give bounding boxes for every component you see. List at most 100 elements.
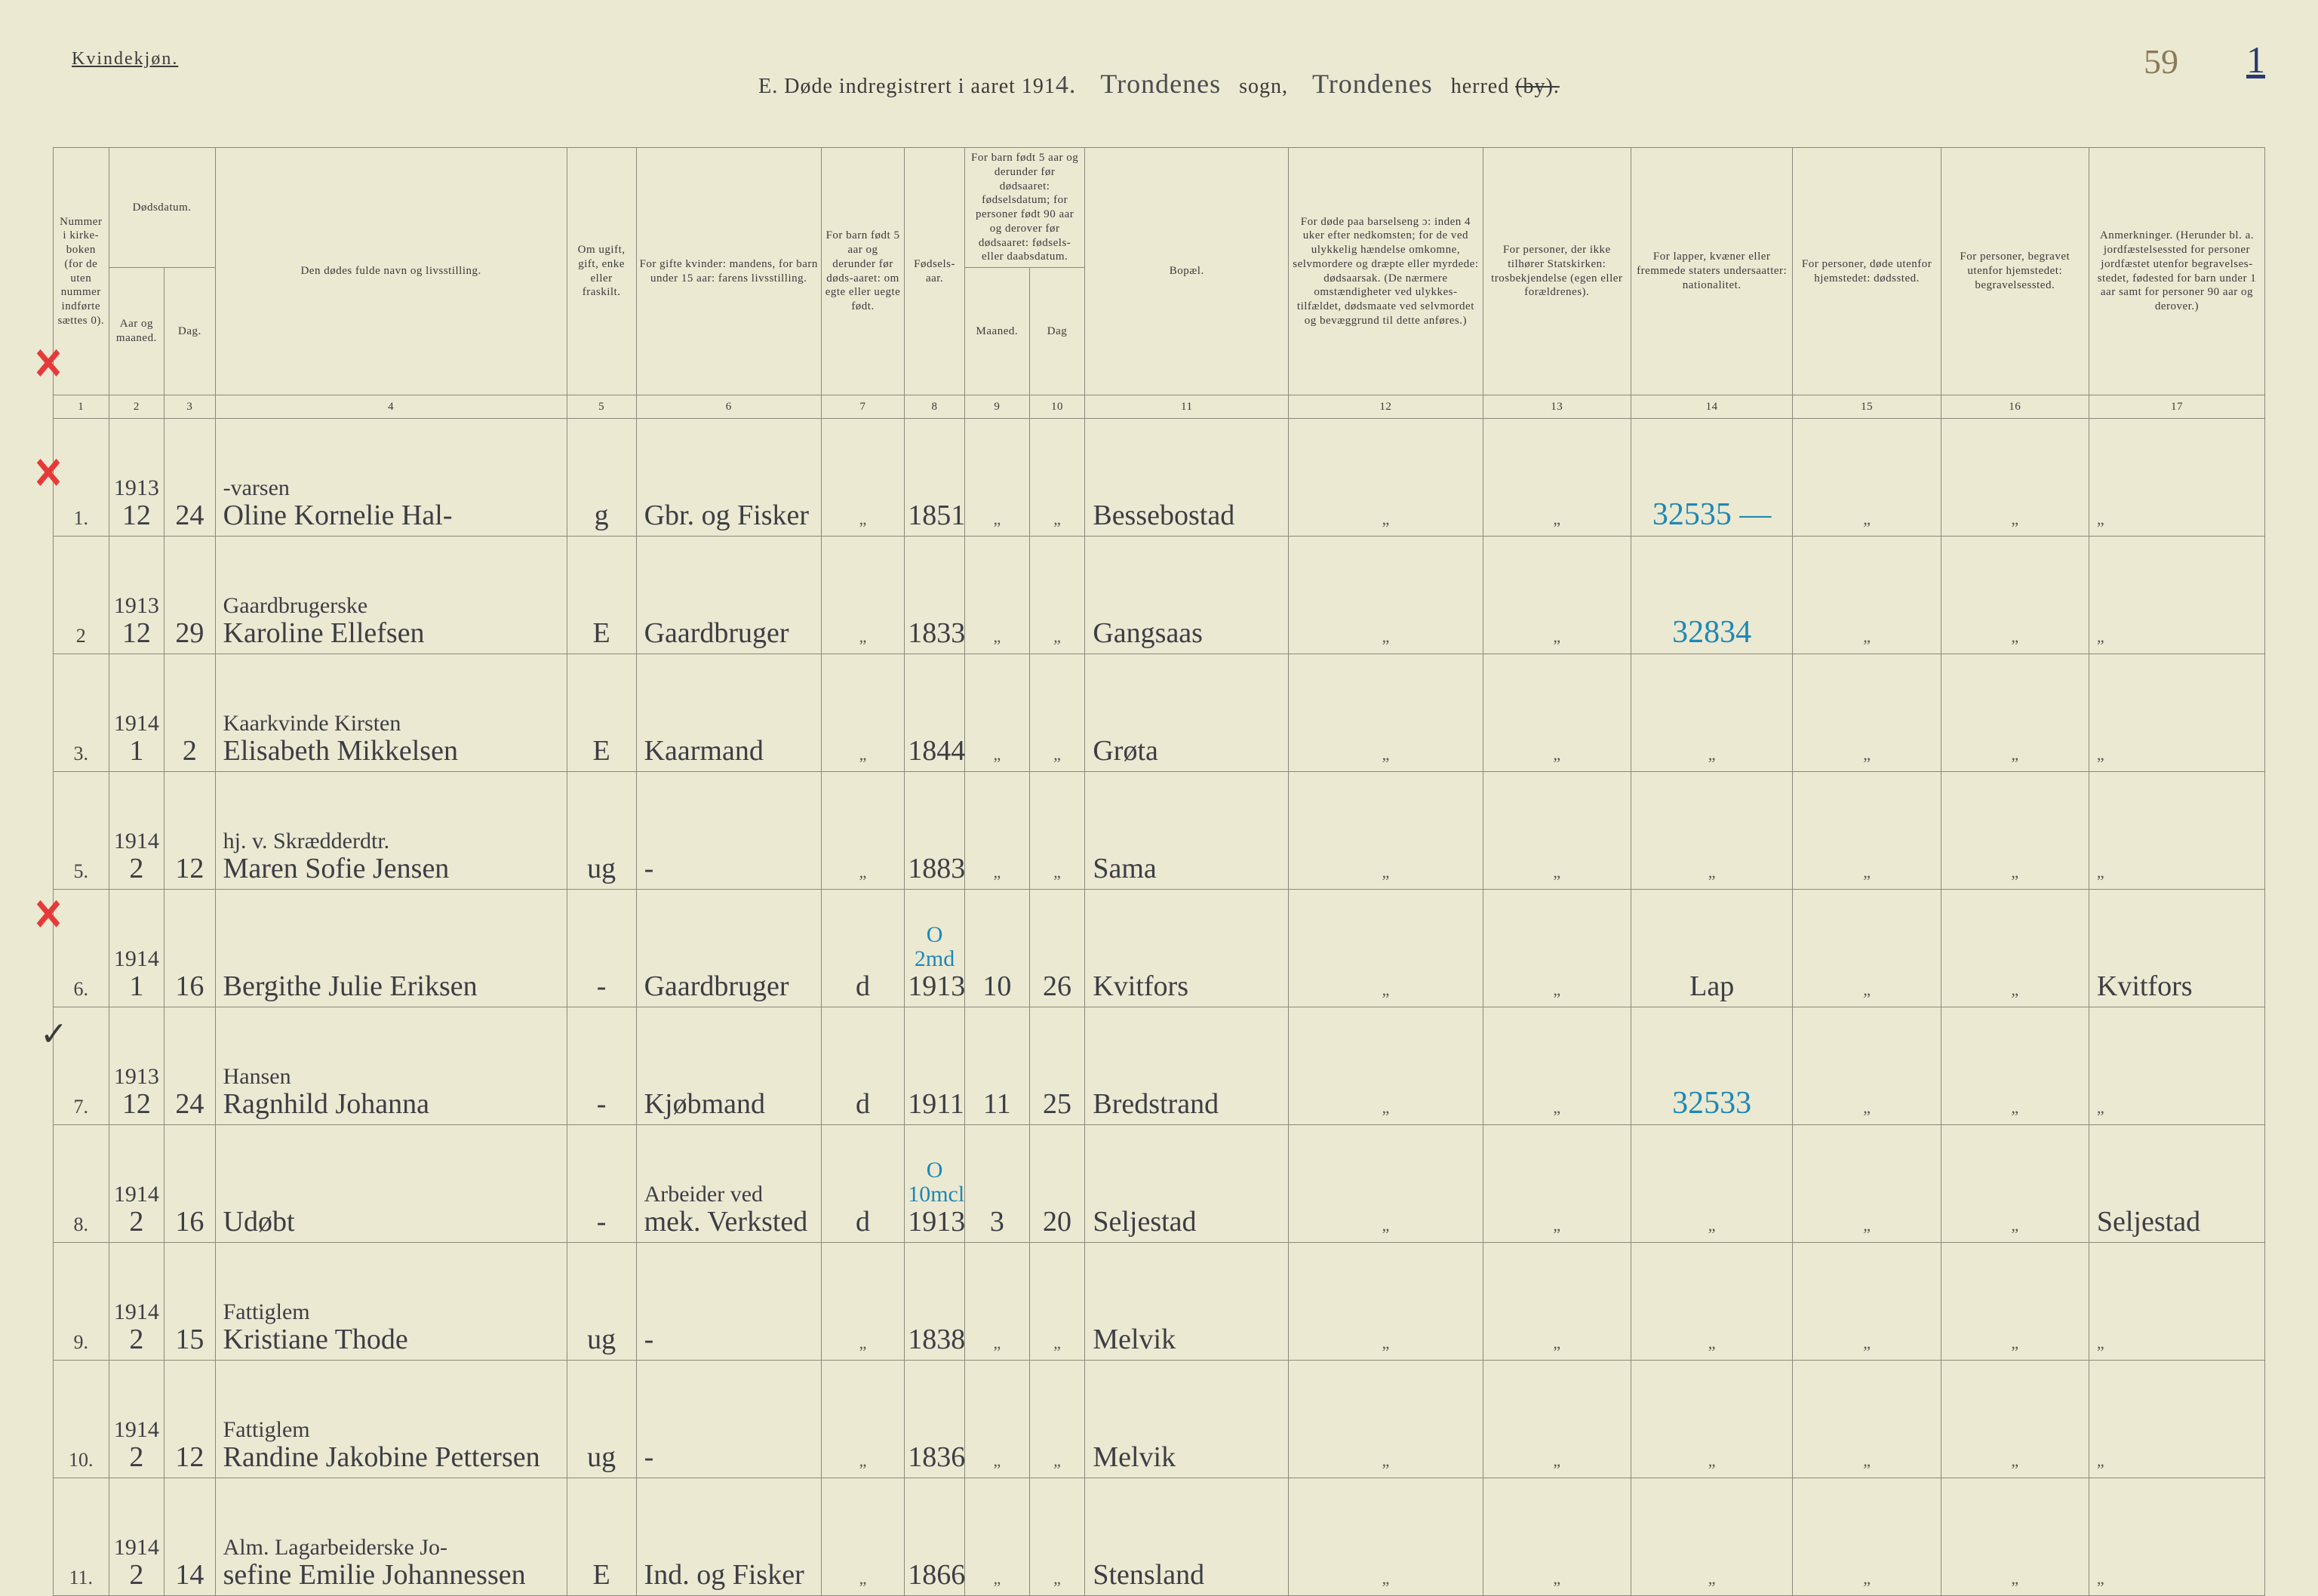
table-row: 10.1914212FattiglemRandine Jakobine Pett… [54, 1361, 2265, 1478]
cell: - [636, 772, 821, 890]
col-10-header: Dag [1029, 268, 1085, 395]
table-row: 11.1914214Alm. Lagarbeiderske Jo-sefine … [54, 1478, 2265, 1596]
table-row: 1.19131224-varsenOline Kornelie Hal-gGbr… [54, 419, 2265, 537]
col-13-header: For personer, der ikke tilhører Statskir… [1483, 148, 1631, 395]
cell: Bergithe Julie Eriksen [215, 890, 567, 1007]
cell: 19142 [109, 1125, 164, 1243]
table-row: 6.1914116Bergithe Julie Eriksen-Gaardbru… [54, 890, 2265, 1007]
page-number: 59 [2144, 42, 2178, 81]
cell: Gaardbruger [636, 890, 821, 1007]
cell: „ [1793, 1007, 1941, 1125]
cell: „ [1289, 1478, 1483, 1596]
cell: „ [2089, 1478, 2264, 1596]
cell: HansenRagnhild Johanna [215, 1007, 567, 1125]
colnum: 4 [215, 395, 567, 419]
cell: 1833 [905, 537, 965, 654]
colnum: 5 [567, 395, 636, 419]
colnum: 17 [2089, 395, 2264, 419]
cell: „ [1941, 890, 2089, 1007]
cell: d [821, 890, 904, 1007]
table-row: 5.1914212hj. v. Skrædderdtr.Maren Sofie … [54, 772, 2265, 890]
cell: Kjøbmand [636, 1007, 821, 1125]
cell: 1866 [905, 1478, 965, 1596]
cell: „ [821, 1478, 904, 1596]
cell: E [567, 537, 636, 654]
colnum: 15 [1793, 395, 1941, 419]
cell: „ [821, 1361, 904, 1478]
cell: 5. [54, 772, 109, 890]
cell: 24 [164, 1007, 215, 1125]
cell: 16 [164, 1125, 215, 1243]
cell: „ [1483, 419, 1631, 537]
herred-name: Trondenes [1312, 69, 1433, 99]
col-16-header: For personer, begravet utenfor hjemstede… [1941, 148, 2089, 395]
cell: „ [1793, 1361, 1941, 1478]
cell: „ [1483, 772, 1631, 890]
cell: „ [1941, 419, 2089, 537]
cell: „ [2089, 1361, 2264, 1478]
cell: „ [1029, 1478, 1085, 1596]
col-2-header: Aar og maaned. [109, 268, 164, 395]
cell: „ [1793, 419, 1941, 537]
cell: „ [1289, 772, 1483, 890]
cell: „ [1793, 890, 1941, 1007]
cell: 32533 [1631, 1007, 1793, 1125]
cell: „ [964, 1478, 1029, 1596]
cell: Alm. Lagarbeiderske Jo-sefine Emilie Joh… [215, 1478, 567, 1596]
cell: „ [964, 1243, 1029, 1361]
table-row: 3.191412Kaarkvinde KirstenElisabeth Mikk… [54, 654, 2265, 772]
red-x-mark: × [35, 332, 62, 394]
cell: „ [1029, 537, 1085, 654]
cell: 10 [964, 890, 1029, 1007]
cell: 32535 — [1631, 419, 1793, 537]
cell: „ [1029, 419, 1085, 537]
cell: Gaardbruger [636, 537, 821, 654]
cell: 2 [164, 654, 215, 772]
colnum: 6 [636, 395, 821, 419]
cell: Stensland [1085, 1478, 1289, 1596]
cell: „ [1289, 1361, 1483, 1478]
title-prefix: E. Døde indregistrert i aaret 191 [758, 75, 1056, 98]
cell: 1844 [905, 654, 965, 772]
cell: „ [1941, 1243, 2089, 1361]
table-row: 9.1914215FattiglemKristiane Thodeug-„183… [54, 1243, 2265, 1361]
cell: „ [1631, 1478, 1793, 1596]
cell: 24 [164, 419, 215, 537]
cell: „ [1483, 654, 1631, 772]
cell: 1911 [905, 1007, 965, 1125]
cell: 12 [164, 772, 215, 890]
cell: „ [1941, 772, 2089, 890]
cell: „ [1289, 890, 1483, 1007]
corner-mark: 1 [2246, 38, 2265, 81]
cell: - [636, 1361, 821, 1478]
cell: ug [567, 772, 636, 890]
check-mark: ✓ [40, 1015, 68, 1053]
col-3-header: Dag. [164, 268, 215, 395]
col-9-header: Maaned. [964, 268, 1029, 395]
cell: FattiglemKristiane Thode [215, 1243, 567, 1361]
cell: 1883 [905, 772, 965, 890]
cell: Kvitfors [2089, 890, 2264, 1007]
cell: 19141 [109, 654, 164, 772]
cell: - [567, 1007, 636, 1125]
cell: „ [1289, 1007, 1483, 1125]
cell: O 10mcl1913 [905, 1125, 965, 1243]
cell: Sama [1085, 772, 1289, 890]
cell: GaardbrugerskeKaroline Ellefsen [215, 537, 567, 654]
colnum: 2 [109, 395, 164, 419]
colnum: 11 [1085, 395, 1289, 419]
cell: 19142 [109, 772, 164, 890]
cell: „ [1793, 537, 1941, 654]
sogn-label: sogn, [1239, 75, 1288, 98]
col-5-header: Om ugift, gift, enke eller fraskilt. [567, 148, 636, 395]
cell: -varsenOline Kornelie Hal- [215, 419, 567, 537]
cell: d [821, 1125, 904, 1243]
cell: 3 [964, 1125, 1029, 1243]
cell: „ [1029, 1361, 1085, 1478]
cell: „ [1483, 890, 1631, 1007]
page-title: E. Døde indregistrert i aaret 1914. Tron… [26, 68, 2292, 100]
cell: Ind. og Fisker [636, 1478, 821, 1596]
cell: „ [1483, 1243, 1631, 1361]
cell: „ [1793, 772, 1941, 890]
cell: Udøbt [215, 1125, 567, 1243]
